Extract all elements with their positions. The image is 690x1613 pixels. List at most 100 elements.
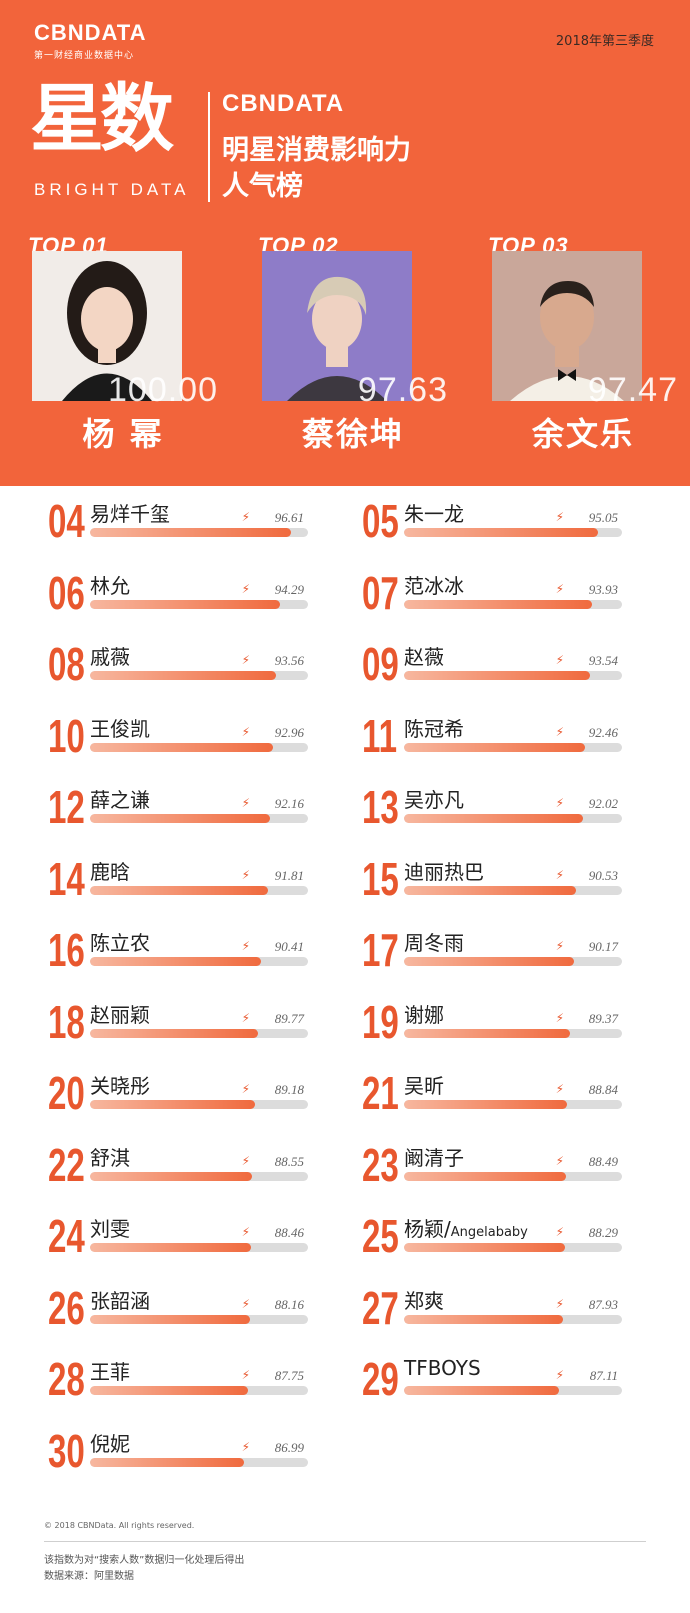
celebrity-name: 杨颖/Angelababy: [404, 1217, 528, 1241]
ranking-row: 06 林允 ⚡ 94.29: [48, 570, 338, 628]
rank-number: 29: [362, 1353, 399, 1405]
score-bar-track: [90, 1171, 308, 1181]
score-value: 88.55: [274, 1153, 304, 1169]
ranking-row: 21 吴昕 ⚡ 88.84: [362, 1070, 652, 1128]
score-value: 88.16: [274, 1296, 304, 1312]
score-bar: [90, 742, 273, 752]
rank-number: 17: [362, 924, 399, 976]
score-bar-track: [90, 1386, 308, 1395]
lightning-icon: ⚡: [241, 1010, 250, 1025]
ranking-row: 12 薛之谦 ⚡ 92.16: [48, 784, 338, 842]
score-bar: [90, 1100, 255, 1109]
score-bar: [90, 814, 270, 823]
methodology-note: 该指数为对“搜索人数”数据归一化处理后得出: [44, 1555, 245, 1566]
big-title: 星数: [30, 76, 174, 162]
ranking-row: 27 郑爽 ⚡ 87.93: [362, 1285, 652, 1343]
score-bar: [90, 1386, 248, 1395]
score-bar: [90, 957, 261, 966]
score-value: 86.99: [274, 1439, 304, 1455]
ranking-row: 19 谢娜 ⚡ 89.37: [362, 999, 652, 1057]
lightning-icon: ⚡: [241, 1153, 250, 1168]
score-bar-track: [404, 742, 622, 752]
ranking-row: 25 杨颖/Angelababy ⚡ 88.29: [362, 1213, 652, 1271]
score-bar-track: [404, 1386, 622, 1395]
data-source: 数据来源：阿里数据: [44, 1571, 134, 1582]
celebrity-name: TFBOYS: [404, 1356, 481, 1380]
ranking-row: 09 赵薇 ⚡ 93.54: [362, 641, 652, 699]
lightning-icon: ⚡: [555, 510, 564, 524]
rank-number: 14: [48, 852, 85, 905]
score-bar: [404, 957, 574, 966]
score-bar: [404, 1386, 559, 1395]
score-bar-track: [404, 1028, 622, 1038]
ranking-row: 05 朱一龙 ⚡ 95.05: [362, 498, 652, 556]
score-bar: [404, 1314, 563, 1324]
celebrity-name: 薛之谦: [90, 788, 150, 812]
lightning-icon: ⚡: [241, 796, 250, 810]
celebrity-name: 周冬雨: [404, 931, 464, 955]
score-bar: [404, 1171, 566, 1181]
rank-number: 27: [362, 1281, 399, 1334]
celebrity-name: 吴亦凡: [404, 788, 464, 812]
ranking-row: 16 陈立农 ⚡ 90.41: [48, 927, 338, 985]
score-value: 93.56: [274, 653, 304, 668]
ranking-row: 04 易烊千玺 ⚡ 96.61: [48, 498, 338, 556]
score-value: 92.16: [274, 796, 304, 811]
score-bar: [90, 1028, 258, 1038]
score-bar: [90, 885, 268, 895]
top-name: 余文乐: [531, 415, 634, 453]
score-bar: [404, 1100, 567, 1109]
rank-number: 22: [48, 1138, 85, 1191]
lightning-icon: ⚡: [241, 1225, 250, 1239]
period-label: 2018年第三季度: [555, 34, 654, 49]
celebrity-name: 倪妮: [90, 1431, 130, 1456]
ranking-row: 20 关晓彤 ⚡ 89.18: [48, 1070, 338, 1128]
rank-number: 18: [48, 995, 85, 1048]
top-card-3: TOP 03 97.47 余文乐: [488, 233, 678, 453]
score-bar-track: [404, 1100, 622, 1109]
celebrity-name: 易烊千玺: [90, 502, 170, 526]
rank-number: 10: [48, 709, 85, 762]
ranking-row: 08 戚薇 ⚡ 93.56: [48, 641, 338, 699]
lightning-icon: ⚡: [555, 653, 564, 667]
score-bar-track: [90, 599, 308, 609]
portrait-photo: [492, 251, 642, 401]
score-bar-track: [404, 528, 622, 537]
lightning-icon: ⚡: [241, 1368, 250, 1382]
top-card-2: TOP 02 97.63 蔡徐坤: [258, 233, 448, 453]
ranking-row: 14 鹿晗 ⚡ 91.81: [48, 856, 338, 914]
title-divider: [208, 92, 210, 202]
score-value: 89.18: [274, 1082, 304, 1097]
ranking-row: 11 陈冠希 ⚡ 92.46: [362, 713, 652, 771]
rank-number: 04: [48, 495, 85, 547]
ranking-row: 29 TFBOYS ⚡ 87.11: [362, 1356, 652, 1414]
score-value: 88.46: [274, 1225, 304, 1240]
ranking-row: 07 范冰冰 ⚡ 93.93: [362, 570, 652, 628]
score-bar: [90, 1243, 251, 1252]
lightning-icon: ⚡: [555, 581, 564, 596]
score-bar: [90, 1457, 244, 1467]
celebrity-name: 阚清子: [404, 1145, 464, 1170]
top-score: 100.00: [108, 371, 218, 409]
celebrity-name: 谢娜: [404, 1002, 444, 1027]
rank-number: 25: [362, 1210, 399, 1262]
lightning-icon: ⚡: [241, 724, 250, 739]
score-bar-track: [90, 1457, 308, 1467]
lightning-icon: ⚡: [241, 653, 250, 667]
lightning-icon: ⚡: [555, 1082, 564, 1096]
score-bar-track: [90, 957, 308, 966]
score-bar: [404, 1243, 565, 1252]
score-bar: [404, 1028, 570, 1038]
score-bar-track: [90, 1028, 308, 1038]
title-line-1: 明星消费影响力: [222, 135, 411, 166]
lightning-icon: ⚡: [241, 581, 250, 596]
celebrity-name: 吴昕: [404, 1074, 444, 1098]
celebrity-name: 王菲: [90, 1360, 130, 1384]
rank-number: 05: [362, 495, 399, 547]
score-bar: [90, 528, 291, 537]
rank-number: 24: [48, 1210, 85, 1262]
rank-number: 30: [48, 1424, 85, 1477]
ranking-row: 24 刘雯 ⚡ 88.46: [48, 1213, 338, 1271]
rank-number: 15: [362, 852, 399, 905]
